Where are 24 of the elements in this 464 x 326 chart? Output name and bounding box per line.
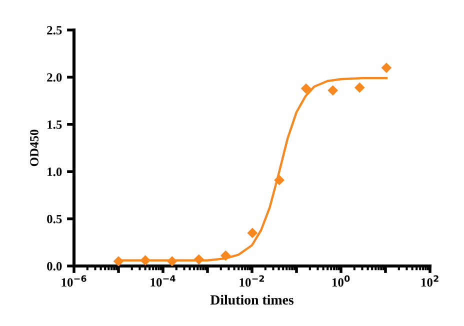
point (381, 62, 392, 73)
point (220, 250, 231, 261)
x-tick-label: 10$^{−6}$ (62, 275, 86, 287)
point (354, 82, 365, 93)
y-tick-label: 2.5 (47, 26, 62, 35)
x-tick-label: 10$^{2}$ (421, 275, 438, 287)
y-tick-label: 0.5 (47, 214, 62, 224)
point (140, 255, 150, 266)
y-tick-label: 1.0 (48, 168, 62, 176)
y-tick-label: 2.0 (47, 73, 62, 82)
y-tick-label: 1.5 (48, 120, 62, 129)
point (194, 254, 204, 265)
x-tick-label: 10$^{0}$ (332, 275, 350, 287)
x-tick-label: 10$^{−2}$ (240, 275, 264, 287)
point (328, 85, 338, 96)
point (247, 228, 258, 238)
point (274, 174, 284, 186)
x-tick-label: 10$^{−4}$ (150, 275, 176, 287)
point (113, 256, 124, 266)
x-axis-title: Dilution times (210, 294, 294, 305)
point (300, 83, 312, 94)
point (166, 256, 178, 266)
y-tick-label: 0.0 (47, 262, 62, 271)
y-axis-title: OD450 (30, 130, 38, 166)
